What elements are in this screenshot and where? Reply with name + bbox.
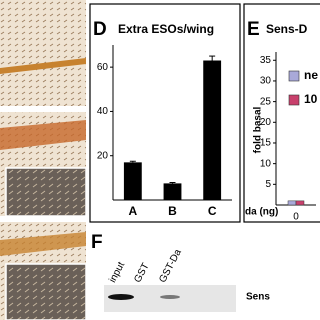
x-tick-label: A: [128, 204, 137, 218]
legend-swatch: [288, 94, 300, 106]
legend-label: ne: [304, 68, 318, 82]
y-label-group: fold basal: [253, 106, 264, 153]
y-tick-label: 30: [260, 76, 272, 87]
x-tick-label: B: [168, 204, 177, 218]
panel-e-frame: [243, 3, 320, 223]
panel-letter: E: [247, 19, 260, 40]
y-axis-label: fold basal: [253, 106, 264, 153]
legend-swatch: [288, 70, 300, 82]
y-tick-label: 15: [260, 138, 272, 149]
bar: [123, 162, 142, 200]
chart-title: Extra ESOs/wing: [118, 22, 214, 36]
chart-title: Sens-D: [266, 22, 308, 36]
bar: [203, 60, 222, 200]
y-tick-label: 40: [97, 106, 109, 117]
y-tick-label: 20: [260, 117, 272, 128]
gel-band: [160, 295, 180, 299]
y-tick-label: 25: [260, 96, 272, 107]
band-label: Sens: [246, 292, 270, 303]
y-tick-label: 35: [260, 55, 272, 66]
y-tick-label: 20: [97, 150, 109, 161]
x-axis-label: da (ng): [245, 207, 278, 218]
x-tick-label: 0: [293, 212, 299, 223]
legend-label: 10: [304, 92, 318, 106]
panel-letter: D: [93, 19, 107, 40]
lane-label: GST-Da: [157, 247, 184, 284]
lane-label: GST: [132, 261, 151, 284]
bar: [295, 200, 305, 206]
bar: [163, 183, 182, 200]
wing-photos: [0, 0, 87, 320]
bar: [287, 200, 297, 206]
y-tick-label: 5: [265, 179, 271, 190]
gel-band: [108, 294, 134, 300]
x-tick-label: C: [208, 204, 217, 218]
y-tick-label: 60: [97, 62, 109, 73]
lane-label: input: [107, 260, 127, 285]
panel-d-frame: [89, 3, 241, 223]
y-tick-label: 10: [260, 158, 272, 169]
panel-letter: F: [91, 232, 103, 253]
